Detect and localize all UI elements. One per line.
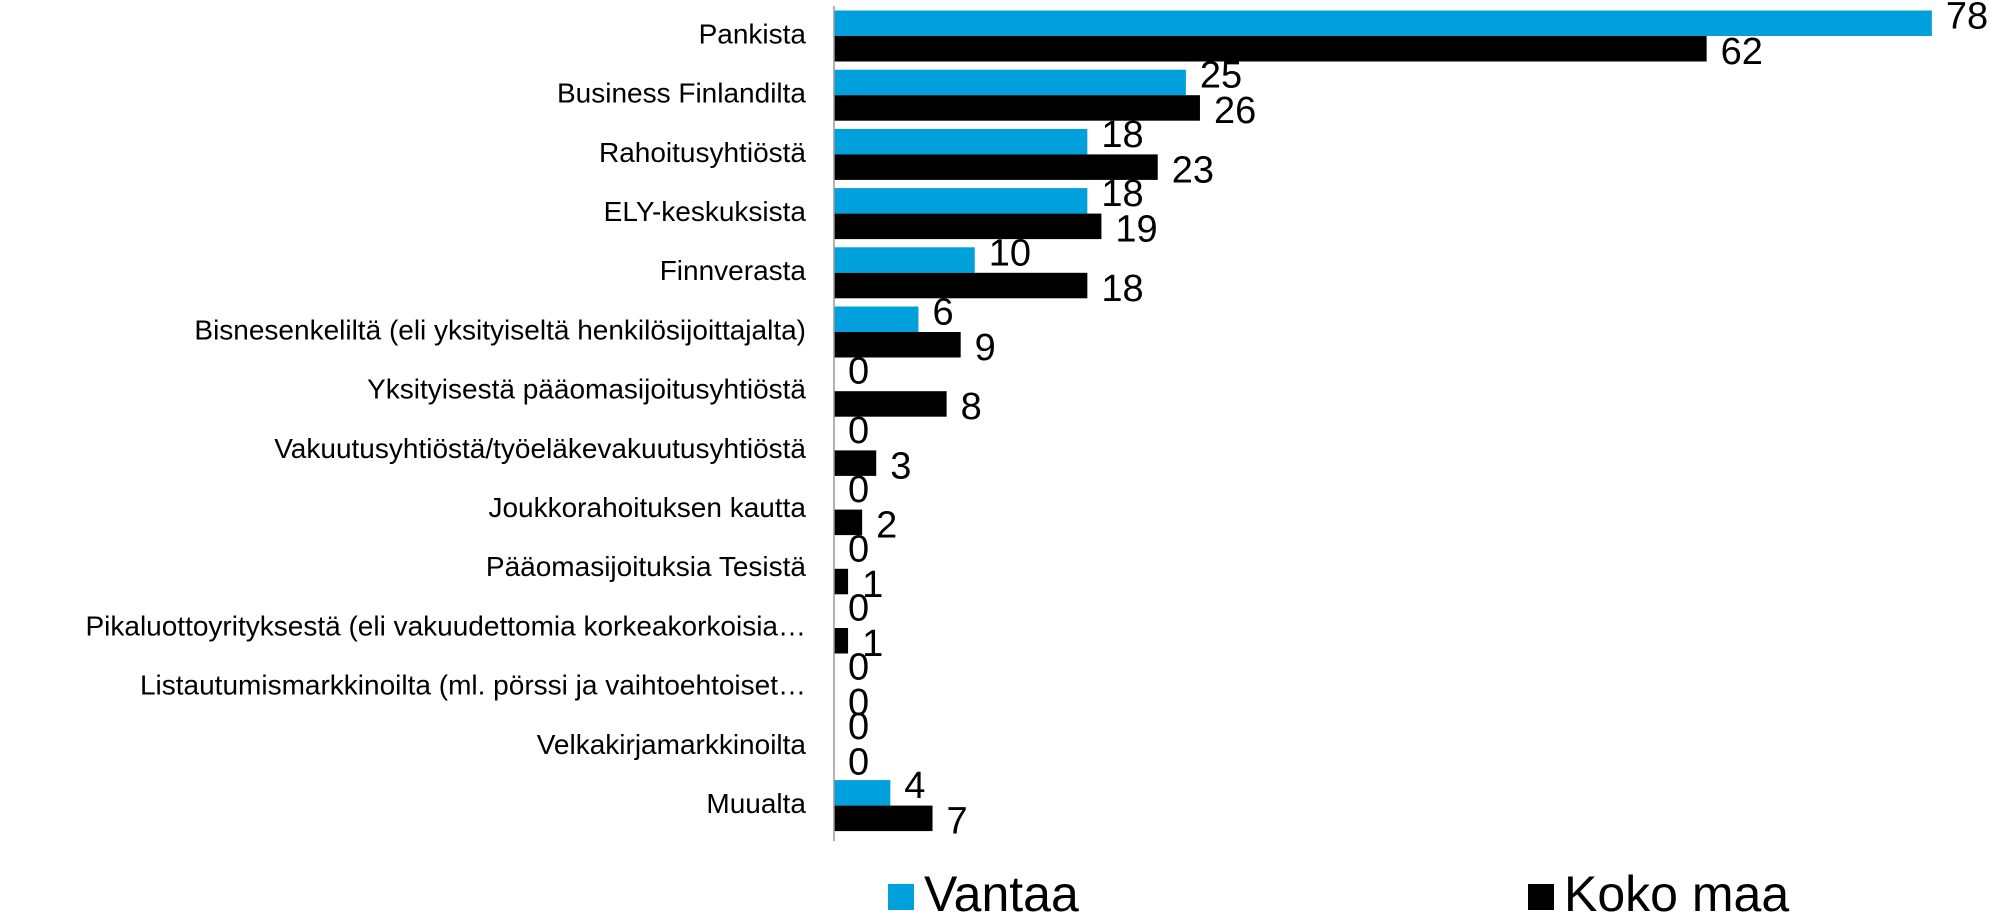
legend-marker bbox=[888, 884, 914, 910]
data-label: 0 bbox=[848, 706, 869, 748]
category-label: ELY-keskuksista bbox=[604, 196, 807, 227]
bar bbox=[834, 10, 1932, 36]
category-label: Vakuutusyhtiöstä/työeläkevakuutusyhtiöst… bbox=[274, 433, 806, 464]
data-label: 18 bbox=[1101, 268, 1143, 310]
bar bbox=[834, 332, 961, 358]
data-label: 10 bbox=[989, 232, 1031, 274]
bar bbox=[834, 36, 1707, 62]
bar bbox=[834, 188, 1088, 214]
bar bbox=[834, 391, 947, 417]
data-label: 25 bbox=[1200, 55, 1242, 97]
data-label: 1 bbox=[862, 623, 883, 665]
bar bbox=[834, 306, 919, 332]
category-label: Pääomasijoituksia Tesistä bbox=[486, 551, 807, 582]
category-label: Pikaluottoyrityksestä (eli vakuudettomia… bbox=[85, 610, 806, 641]
data-label: 9 bbox=[975, 327, 996, 369]
data-label: 0 bbox=[848, 469, 869, 511]
data-label: 3 bbox=[890, 445, 911, 487]
data-label: 0 bbox=[848, 588, 869, 630]
data-label: 78 bbox=[1946, 0, 1988, 38]
bar bbox=[834, 272, 1088, 299]
data-label: 18 bbox=[1101, 173, 1143, 215]
bar bbox=[834, 509, 863, 536]
data-label: 0 bbox=[848, 682, 869, 724]
data-label: 6 bbox=[932, 292, 953, 334]
data-label: 26 bbox=[1214, 90, 1256, 132]
data-label: 18 bbox=[1101, 114, 1143, 156]
category-label: Pankista bbox=[699, 18, 807, 49]
category-label: Business Finlandilta bbox=[557, 78, 806, 109]
legend-marker bbox=[1528, 884, 1554, 910]
data-label: 23 bbox=[1172, 149, 1214, 191]
bar bbox=[834, 568, 849, 595]
legend-label: Vantaa bbox=[924, 866, 1079, 918]
data-label: 1 bbox=[862, 564, 883, 606]
bar bbox=[834, 805, 933, 832]
bar bbox=[834, 247, 975, 273]
data-label: 2 bbox=[876, 505, 897, 547]
data-label: 0 bbox=[848, 647, 869, 689]
legend-label: Koko maa bbox=[1564, 866, 1789, 918]
data-label: 0 bbox=[848, 351, 869, 393]
bar bbox=[834, 69, 1186, 96]
category-label: Listautumismarkkinoilta (ml. pörssi ja v… bbox=[140, 670, 806, 701]
data-label: 19 bbox=[1115, 209, 1157, 251]
bar bbox=[834, 780, 891, 806]
category-label: Bisnesenkeliltä (eli yksityiseltä henkil… bbox=[194, 314, 806, 345]
data-label: 8 bbox=[961, 386, 982, 428]
bar bbox=[834, 213, 1102, 240]
data-label: 0 bbox=[848, 741, 869, 783]
data-label: 62 bbox=[1721, 31, 1763, 73]
data-label: 0 bbox=[848, 528, 869, 570]
category-label: Joukkorahoituksen kautta bbox=[488, 492, 806, 523]
data-label: 4 bbox=[904, 765, 925, 807]
bar bbox=[834, 95, 1200, 121]
bar bbox=[834, 154, 1158, 180]
bar bbox=[834, 450, 877, 476]
data-label: 0 bbox=[848, 410, 869, 452]
bar bbox=[834, 628, 849, 654]
category-label: Finnverasta bbox=[660, 255, 807, 286]
data-label: 7 bbox=[947, 801, 968, 843]
category-label: Velkakirjamarkkinoilta bbox=[537, 729, 807, 760]
category-label: Yksityisestä pääomasijoitusyhtiöstä bbox=[367, 374, 806, 405]
bar bbox=[834, 128, 1088, 155]
category-label: Muualta bbox=[706, 788, 806, 819]
category-label: Rahoitusyhtiöstä bbox=[599, 137, 806, 168]
